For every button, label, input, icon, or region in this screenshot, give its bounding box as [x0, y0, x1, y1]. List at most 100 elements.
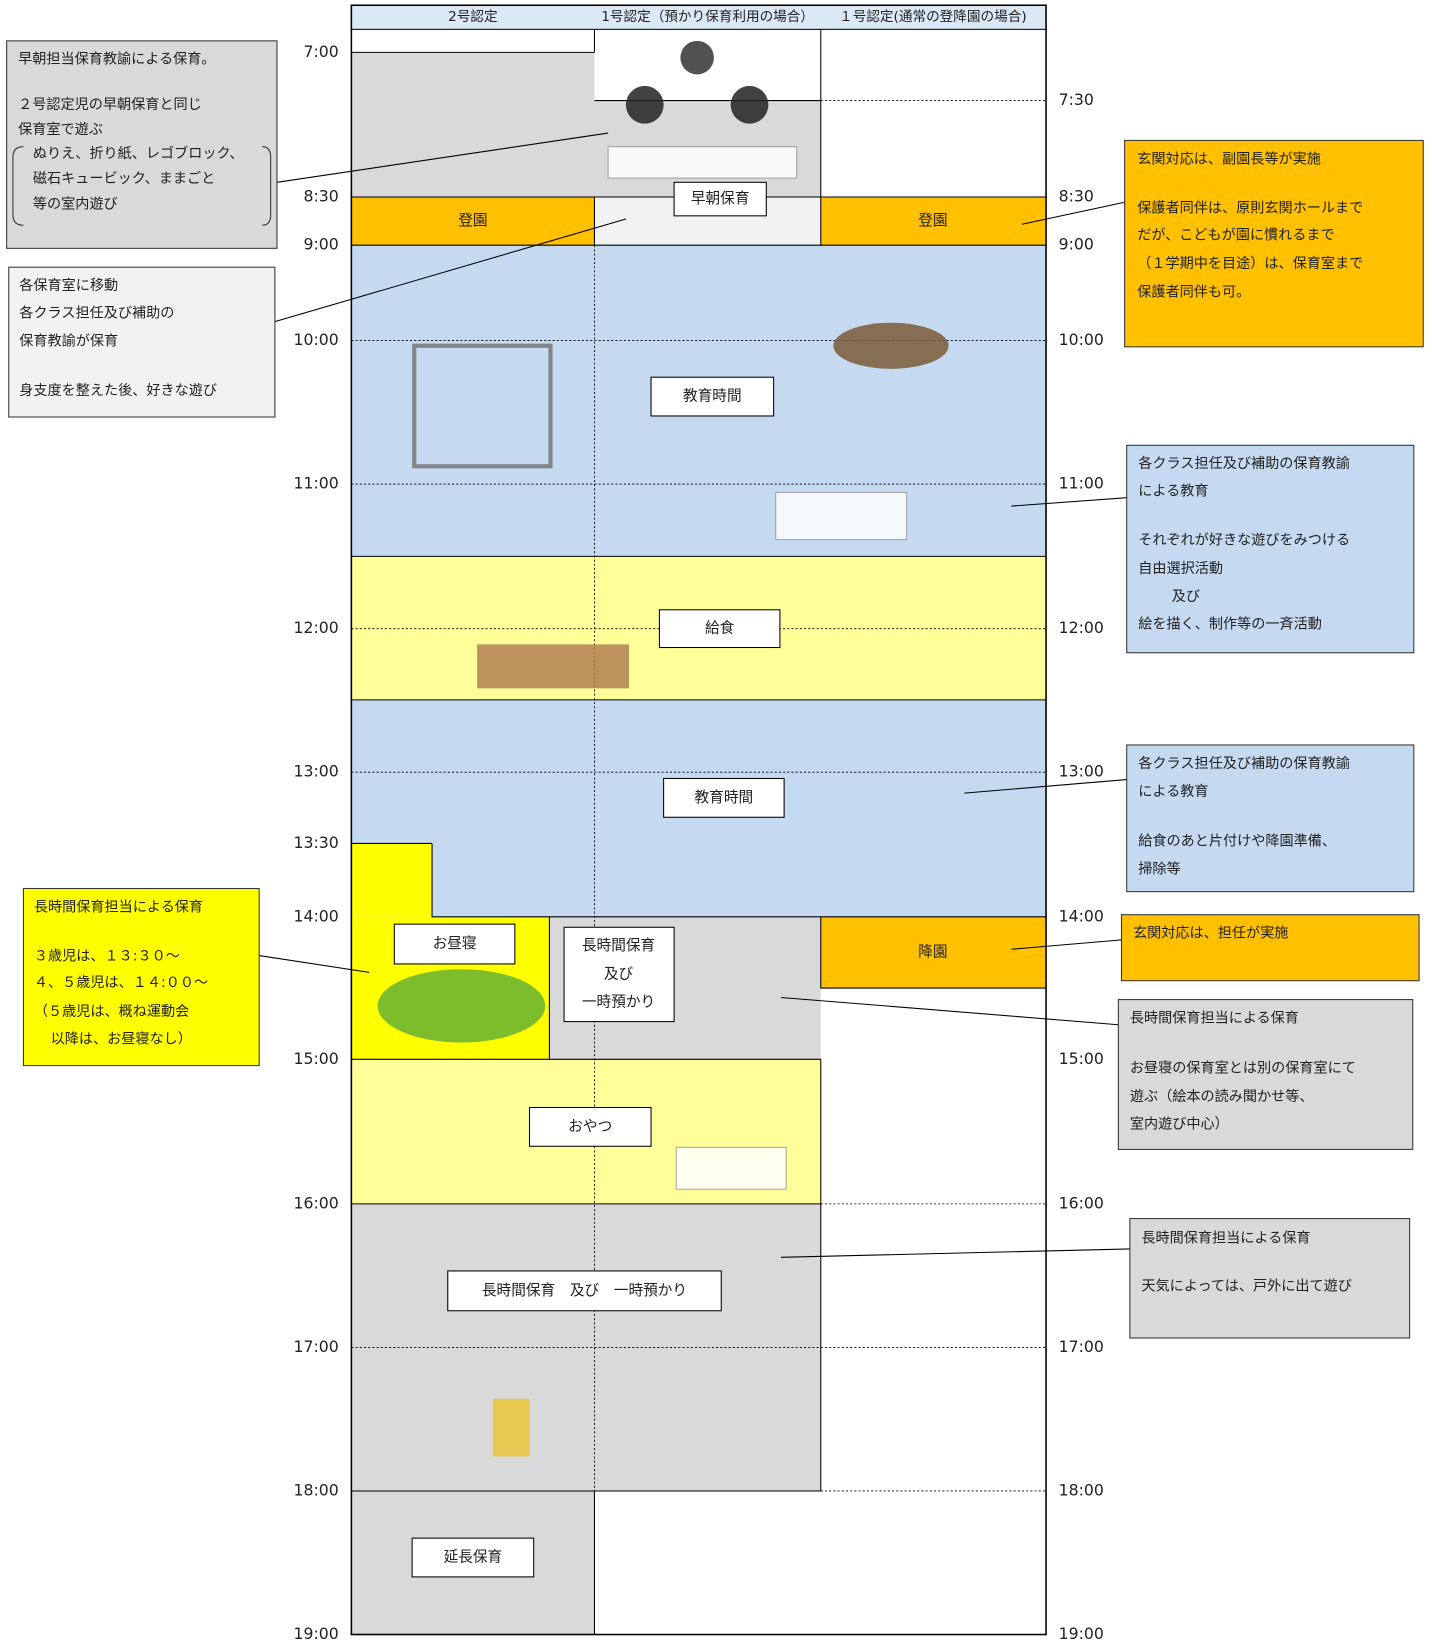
- label-box: [663, 777, 785, 818]
- block-label: 早朝保育: [691, 190, 750, 207]
- label-box: [411, 1537, 535, 1578]
- callout-line: [274, 218, 627, 323]
- time-label: 9:00: [304, 235, 339, 254]
- note-text: 長時間保育担当による保育: [1141, 1230, 1310, 1246]
- callout-line: [1021, 201, 1125, 225]
- column-header: １号認定(通常の登降園の場合): [839, 9, 1027, 25]
- callout-line: [259, 955, 370, 973]
- note-text: ３歳児は、１３:３０～: [34, 949, 180, 965]
- time-label: 12:00: [294, 618, 339, 637]
- note-text: 室内遊び中心）: [1130, 1115, 1229, 1132]
- note-text: 長時間保育担当による保育: [34, 899, 203, 915]
- note-box: [1126, 444, 1415, 654]
- time-label: 11:00: [1059, 474, 1104, 493]
- note-text: 磁石キュービック、ままごと: [33, 171, 215, 187]
- note-text: お昼寝の保育室とは別の保育室にて: [1130, 1060, 1356, 1077]
- note-text: 各クラス担任及び補助の保育教諭: [1138, 756, 1350, 772]
- block-label: 教育時間: [695, 789, 754, 806]
- time-label: 10:00: [294, 330, 339, 349]
- note-text: 保護者同伴も可。: [1137, 284, 1250, 300]
- time-label: 17:00: [1059, 1337, 1104, 1356]
- note-text: （１学期中を目途）は、保育室まで: [1137, 255, 1363, 272]
- note-text: 天気によっては、戸外に出て遊び: [1141, 1279, 1351, 1295]
- time-label: 13:30: [294, 833, 339, 852]
- note-text: による教育: [1138, 483, 1208, 499]
- note-text: 以降は、お昼寝なし）: [51, 1030, 192, 1047]
- note-text: 保育室で遊ぶ: [18, 121, 103, 138]
- column-header: 2号認定: [448, 9, 498, 25]
- note-text: 玄関対応は、担任が実施: [1133, 925, 1288, 942]
- time-label: 19:00: [294, 1624, 339, 1643]
- time-label: 7:30: [1059, 90, 1094, 109]
- note-box: [1124, 139, 1424, 348]
- note-text: だが、こどもが園に慣れるまで: [1137, 227, 1334, 244]
- note-text: 各クラス担任及び補助の: [19, 305, 174, 321]
- block-label: 給食: [705, 620, 735, 637]
- label-box: [447, 1270, 722, 1312]
- time-label: 8:30: [1059, 186, 1094, 205]
- note-text: 絵を描く、制作等の一斉活動: [1138, 615, 1322, 632]
- note-text: 等の室内遊び: [33, 195, 118, 212]
- note-text: それぞれが好きな遊びをみつける: [1138, 533, 1350, 549]
- block-label: 登園: [458, 212, 487, 229]
- note-text: 遊ぶ（絵本の読み聞かせ等、: [1130, 1088, 1314, 1105]
- note-text: 各クラス担任及び補助の保育教諭: [1138, 456, 1350, 472]
- time-label: 9:00: [1059, 235, 1094, 254]
- label-box: [528, 1106, 652, 1147]
- note-text: 掃除等: [1138, 861, 1180, 878]
- time-label: 16:00: [294, 1193, 339, 1212]
- note-text: による教育: [1138, 784, 1208, 800]
- note-text: ４、５歳児は、１４:００～: [34, 975, 208, 991]
- note-text: 保育教諭が保育: [19, 334, 118, 350]
- callout-line: [1011, 939, 1122, 950]
- note-box: [1126, 744, 1415, 893]
- time-label: 10:00: [1059, 330, 1104, 349]
- note-box: [1117, 999, 1414, 1150]
- note-box: [6, 40, 278, 249]
- note-text: 玄関対応は、副園長等が実施: [1137, 150, 1321, 167]
- note-box: [8, 266, 276, 418]
- time-label: 11:00: [294, 474, 339, 493]
- note-text: 早朝担当保育教諭による保育。: [18, 52, 215, 68]
- block-label: 教育時間: [683, 388, 742, 405]
- bracket: [12, 146, 272, 226]
- time-label: 13:00: [1059, 762, 1104, 781]
- label-box: [650, 376, 775, 417]
- note-text: 各保育室に移動: [19, 277, 118, 294]
- block-label: 降園: [918, 943, 947, 960]
- note-text: 自由選択活動: [1138, 561, 1223, 577]
- block-label: おやつ: [568, 1118, 612, 1135]
- note-text: 長時間保育担当による保育: [1130, 1010, 1299, 1026]
- callout-line: [780, 996, 1119, 1026]
- note-text: 保護者同伴は、原則玄関ホールまで: [1137, 200, 1363, 217]
- column-header: 1号認定（預かり保育利用の場合）: [601, 9, 814, 25]
- note-box: [1129, 1218, 1411, 1339]
- time-label: 14:00: [1059, 906, 1104, 925]
- block-label: 及び: [604, 965, 634, 982]
- block-label: 延長保育: [444, 1549, 503, 1566]
- callout-line: [964, 779, 1127, 794]
- note-text: ぬりえ、折り紙、レゴブロック、: [33, 145, 244, 162]
- time-label: 12:00: [1059, 618, 1104, 637]
- note-box: [1120, 914, 1420, 982]
- block-label: 一時預かり: [582, 994, 655, 1011]
- note-text: 及び: [1172, 589, 1200, 605]
- note-text: ２号認定児の早朝保育と同じ: [18, 97, 202, 113]
- time-label: 18:00: [294, 1480, 339, 1499]
- label-box: [563, 926, 675, 1023]
- block-label: 長時間保育 及び 一時預かり: [482, 1282, 687, 1299]
- block-label: 登園: [918, 212, 947, 229]
- time-label: 15:00: [1059, 1049, 1104, 1068]
- label-box: [658, 609, 781, 649]
- callout-line: [780, 1248, 1130, 1258]
- callout-line: [276, 132, 609, 183]
- background-blocks: [350, 4, 1047, 1635]
- time-label: 13:00: [294, 762, 339, 781]
- label-box: [393, 923, 516, 965]
- callout-line: [1011, 497, 1127, 507]
- texts: 2号認定 1号認定（預かり保育利用の場合） １号認定(通常の登降園の場合) 7:00 8…: [6, 9, 1424, 1643]
- block-label: 長時間保育: [582, 937, 655, 954]
- time-label: 7:00: [304, 42, 339, 61]
